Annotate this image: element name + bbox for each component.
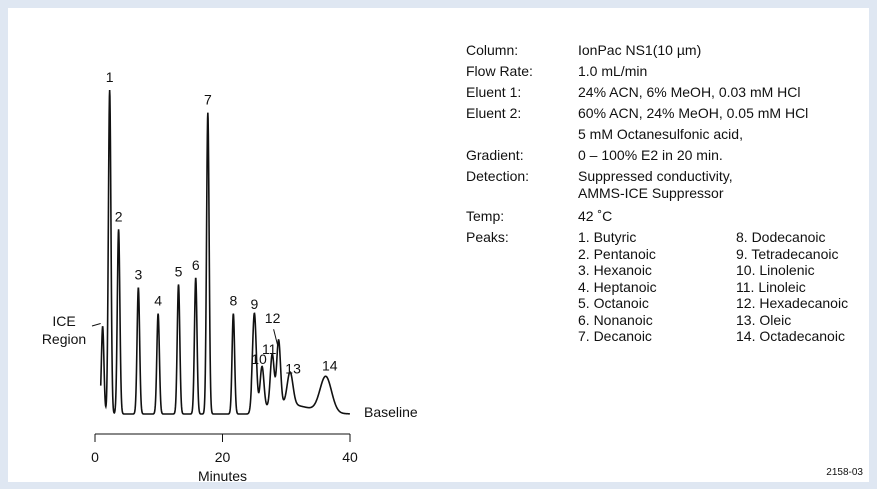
figure-code: 2158-03	[826, 467, 863, 478]
chromatogram-trace	[99, 89, 350, 415]
condition-label	[466, 124, 578, 145]
condition-value-line: 42 ˚C	[578, 208, 613, 224]
peak-list-item: 5. Octanoic	[578, 295, 649, 311]
condition-label: Column:	[466, 42, 519, 58]
peak-list: 1. Butyric 8. Dodecanoic 2. Pentanoic 9. Te…	[578, 227, 876, 345]
ice-region-label-line2: Region	[42, 331, 86, 347]
peak-list-item: 3. Hexanoic	[578, 262, 652, 278]
condition-value: Suppressed conductivity, AMMS-ICE Suppres…	[578, 166, 866, 206]
x-tick-label: 40	[342, 449, 358, 465]
peak-label-5: 5	[175, 263, 183, 279]
condition-row: Column: IonPac NS1(10 µm)	[466, 40, 866, 61]
condition-label: Eluent 1:	[466, 84, 522, 100]
condition-value-line: Suppressed conductivity,	[578, 168, 733, 184]
figure-panel: 0 20 40 1 2 3 4 5 6 7 8 9 10 11 12 13 14 ICE Region Bas…	[8, 8, 869, 482]
condition-row: Detection: Suppressed conductivity, AMMS-I…	[466, 166, 866, 206]
peak-list-item: 9. Tetradecanoic	[736, 245, 839, 262]
peaks-label: Peaks:	[466, 229, 509, 245]
baseline-label: Baseline	[364, 404, 418, 420]
condition-value-line: AMMS-ICE Suppressor	[578, 185, 724, 201]
condition-value-line: 1.0 mL/min	[578, 63, 648, 79]
peak-label-8: 8	[229, 293, 237, 309]
condition-row: Flow Rate: 1.0 mL/min	[466, 61, 866, 82]
peak-list-item: 13. Oleic	[736, 311, 792, 328]
condition-row: Gradient: 0 – 100% E2 in 20 min.	[466, 145, 866, 166]
condition-value-line: 0 – 100% E2 in 20 min.	[578, 147, 723, 163]
peak-12-leader-line	[273, 329, 279, 346]
peak-list-item: 1. Butyric	[578, 229, 637, 245]
condition-value-line: IonPac NS1(10 µm)	[578, 42, 702, 58]
peak-label-6: 6	[192, 257, 200, 273]
condition-value-line: 60% ACN, 24% MeOH, 0.05 mM HCl	[578, 105, 809, 121]
condition-label: Temp:	[466, 208, 505, 224]
condition-label: Flow Rate:	[466, 63, 533, 79]
condition-label: Detection:	[466, 168, 530, 184]
condition-row: 5 mM Octanesulfonic acid,	[466, 124, 866, 145]
condition-value-line: 24% ACN, 6% MeOH, 0.03 mM HCl	[578, 84, 801, 100]
peak-label-11: 11	[262, 341, 277, 357]
peak-label-13: 13	[285, 361, 301, 377]
condition-label: Gradient:	[466, 147, 524, 163]
condition-row: Eluent 2: 60% ACN, 24% MeOH, 0.05 mM HCl	[466, 103, 866, 124]
peak-label-4: 4	[154, 293, 162, 309]
condition-value: 60% ACN, 24% MeOH, 0.05 mM HCl	[578, 103, 866, 124]
peak-label-2: 2	[115, 208, 123, 224]
peak-list-item: 2. Pentanoic	[578, 245, 656, 262]
peak-list-item: 11. Linoleic	[736, 278, 806, 295]
condition-value: 0 – 100% E2 in 20 min.	[578, 145, 866, 166]
peak-list-item: 7. Decanoic	[578, 328, 652, 344]
x-tick-label: 20	[215, 449, 231, 465]
peak-list-item: 8. Dodecanoic	[736, 229, 826, 245]
conditions-panel: Column: IonPac NS1(10 µm) Flow Rate: 1.0 mL…	[466, 40, 866, 345]
peak-label-3: 3	[134, 267, 142, 283]
condition-label: Eluent 2:	[466, 105, 522, 121]
condition-value: 1.0 mL/min	[578, 61, 866, 82]
peak-list-item: 12. Hexadecanoic	[736, 295, 849, 311]
condition-row: Eluent 1: 24% ACN, 6% MeOH, 0.03 mM HCl	[466, 82, 866, 103]
condition-value: IonPac NS1(10 µm)	[578, 40, 866, 61]
condition-value: 5 mM Octanesulfonic acid,	[578, 124, 866, 145]
peak-list-item: 10. Linolenic	[736, 262, 815, 278]
ice-region-label-line1: ICE	[52, 313, 75, 329]
condition-value-line: 5 mM Octanesulfonic acid,	[578, 126, 743, 142]
peak-label-14: 14	[322, 357, 338, 373]
x-axis-label: Minutes	[198, 468, 247, 482]
peak-list-item: 14. Octadecanoic	[736, 328, 845, 344]
ice-leader-line	[91, 323, 101, 327]
peak-label-9: 9	[250, 296, 258, 312]
peaks-row: Peaks: 1. Butyric 8. Dodecanoic 2. Pentanoi…	[466, 227, 866, 345]
condition-value: 42 ˚C	[578, 206, 866, 227]
condition-row: Temp: 42 ˚C	[466, 206, 866, 227]
peak-list-item: 4. Heptanoic	[578, 278, 657, 295]
x-tick-label: 0	[91, 449, 99, 465]
peak-label-12: 12	[265, 310, 281, 326]
peak-list-item: 6. Nonanoic	[578, 311, 653, 328]
peak-label-1: 1	[106, 69, 114, 85]
peak-label-10: 10	[251, 351, 267, 367]
x-axis: 0 20 40	[91, 433, 358, 465]
peak-label-7: 7	[204, 92, 212, 108]
condition-value: 24% ACN, 6% MeOH, 0.03 mM HCl	[578, 82, 866, 103]
